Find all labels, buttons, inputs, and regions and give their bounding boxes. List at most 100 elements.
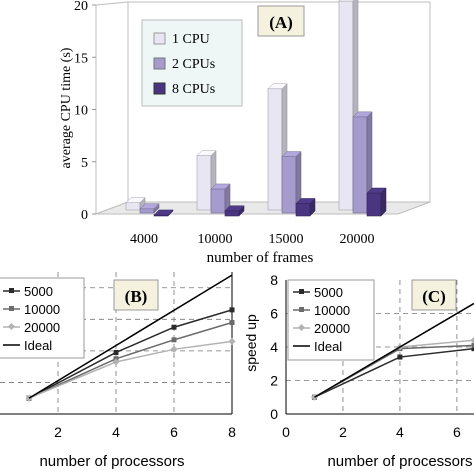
bar-front bbox=[352, 116, 368, 214]
panel-c-series bbox=[310, 302, 474, 401]
panel-b-series-line-ideal bbox=[28, 274, 233, 399]
panel-c-legend-label-ideal: Ideal bbox=[314, 339, 342, 354]
panel-a-y-tick-label: 5 bbox=[81, 156, 88, 171]
bar-top bbox=[338, 0, 355, 2]
panel-a-label-box bbox=[257, 5, 305, 37]
bar-8-cpus-20000 bbox=[366, 187, 387, 217]
panel-a-x-tick-label: 10000 bbox=[198, 232, 233, 247]
panel-c-point-5000 bbox=[471, 346, 474, 352]
legend-label-2-cpus: 2 CPUs bbox=[172, 57, 215, 72]
panel-a-bar-chart: 0 5 10 15 20 4000 10000 15000 20000 number of f… bbox=[59, 0, 431, 266]
panel-b-label: (B) bbox=[125, 287, 148, 306]
bar-top bbox=[366, 187, 387, 194]
panel-a-y-tick-label: 20 bbox=[74, 0, 88, 14]
panel-a-x-tick-label: 20000 bbox=[340, 232, 375, 247]
bar-top bbox=[153, 209, 174, 216]
bar-top bbox=[139, 203, 160, 210]
panel-c-y-tick-label: 0 bbox=[270, 406, 278, 422]
panel-b-legend-label-10000: 10000 bbox=[24, 302, 60, 317]
panel-b-xlabel: number of processors bbox=[39, 453, 184, 470]
panel-c-legend-label-5000: 5000 bbox=[314, 285, 343, 300]
panel-c-x-tick-label: 6 bbox=[453, 424, 461, 440]
panel-b-point-20000 bbox=[112, 358, 120, 366]
panel-b-legend: 5000 10000 20000 Ideal bbox=[0, 277, 85, 359]
bar-8-cpus-15000 bbox=[295, 197, 316, 217]
panel-a-bars bbox=[125, 0, 387, 217]
bar-front bbox=[224, 210, 240, 217]
panel-b-legend-marker-5000 bbox=[9, 288, 14, 293]
panel-a-legend: 1 CPU 2 CPUs 8 CPUs bbox=[141, 19, 243, 107]
panel-c-ylabel: speed up bbox=[243, 314, 259, 372]
panel-b-legend-label-20000: 20000 bbox=[24, 320, 60, 335]
panel-c-x-ticks: 0 2 4 6 bbox=[282, 424, 461, 440]
panel-b-point-10000 bbox=[171, 337, 177, 343]
legend-swatch-8-cpus bbox=[153, 82, 166, 95]
panel-c-point-20000 bbox=[470, 336, 474, 344]
bar-2-cpus-4000 bbox=[139, 203, 160, 214]
bar-2-cpus-10000 bbox=[210, 183, 231, 214]
panel-c-legend-label-10000: 10000 bbox=[314, 303, 350, 318]
bar-front bbox=[267, 88, 283, 211]
panel-b-point-20000 bbox=[228, 337, 236, 345]
panel-c-legend-marker-10000 bbox=[299, 307, 304, 312]
panel-c-x-tick-label: 0 bbox=[282, 424, 290, 440]
bar-top bbox=[352, 111, 373, 118]
panel-b-series-line-10000 bbox=[28, 321, 233, 399]
bar-2-cpus-20000 bbox=[352, 111, 373, 214]
bar-8-cpus-10000 bbox=[224, 205, 245, 217]
panel-c-legend: 5000 10000 20000 Ideal bbox=[287, 279, 375, 361]
panel-b-point-5000 bbox=[229, 307, 235, 313]
panel-b-point-10000 bbox=[229, 319, 235, 325]
panel-b-series-ideal bbox=[28, 274, 233, 399]
panel-c-series-ideal bbox=[314, 302, 474, 398]
panel-c-point-5000 bbox=[397, 354, 403, 360]
panel-b-point-20000 bbox=[170, 345, 178, 353]
panel-b-point-5000 bbox=[171, 324, 177, 330]
panel-c-y-tick-label: 4 bbox=[270, 339, 278, 355]
bar-front bbox=[139, 208, 155, 214]
panel-b-line-chart: 2 4 6 8 number of processors 5000 10000 200… bbox=[0, 272, 236, 470]
panel-a-x-tick-label: 15000 bbox=[269, 232, 304, 247]
bar-top bbox=[210, 183, 231, 190]
panel-c-point-10000 bbox=[471, 342, 474, 348]
panel-c-series-line-ideal bbox=[314, 302, 474, 398]
panel-c-label: (C) bbox=[422, 287, 446, 306]
bar-front bbox=[338, 0, 354, 211]
bar-8-cpus-4000 bbox=[153, 209, 174, 217]
panel-b-legend-marker-20000 bbox=[7, 322, 16, 331]
panel-a-x-tick-label: 4000 bbox=[130, 232, 158, 247]
panel-c-legend-marker-20000 bbox=[297, 323, 306, 332]
panel-c-xlabel: number of processors bbox=[327, 453, 472, 470]
panel-b-series bbox=[25, 274, 236, 402]
panel-c-legend-marker-5000 bbox=[299, 289, 304, 294]
bar-front bbox=[125, 202, 141, 211]
panel-a-left-wall bbox=[95, 1, 129, 215]
panel-b-point-5000 bbox=[113, 349, 119, 355]
panel-b-legend-label-5000: 5000 bbox=[24, 284, 53, 299]
panel-a-ylabel: average CPU time (s) bbox=[59, 47, 74, 168]
panel-a-y-tick-label: 10 bbox=[74, 104, 88, 119]
bar-2-cpus-15000 bbox=[281, 150, 302, 214]
bar-top bbox=[224, 205, 245, 212]
panel-a-xlabel: number of frames bbox=[207, 250, 314, 266]
panel-b-x-tick-label: 8 bbox=[228, 424, 236, 440]
bar-top bbox=[196, 150, 217, 156]
panel-c-x-tick-label: 4 bbox=[396, 424, 404, 440]
panel-b-x-tick-label: 4 bbox=[112, 424, 120, 440]
bar-front bbox=[196, 155, 212, 211]
bar-top bbox=[281, 151, 302, 157]
panel-b-x-tick-label: 6 bbox=[170, 424, 178, 440]
legend-swatch-2-cpus bbox=[153, 57, 166, 70]
panel-b-series-line-20000 bbox=[28, 340, 233, 399]
panel-b-x-tick-label: 2 bbox=[54, 424, 62, 440]
panel-c-line-chart: 0 2 4 6 0 2 4 6 8 number of processors speed up… bbox=[243, 272, 474, 470]
legend-label-1-cpu: 1 CPU bbox=[172, 32, 210, 47]
legend-label-8-cpus: 8 CPUs bbox=[172, 82, 215, 97]
panel-c-y-ticks: 0 2 4 6 8 bbox=[270, 272, 278, 422]
bar-front bbox=[295, 203, 311, 217]
panel-b-legend-marker-10000 bbox=[9, 306, 14, 311]
panel-b-series-line-5000 bbox=[28, 309, 233, 399]
panel-a-x-ticks: 4000 10000 15000 20000 bbox=[130, 232, 375, 247]
panel-a-y-axis: 0 5 10 15 20 bbox=[74, 0, 96, 223]
